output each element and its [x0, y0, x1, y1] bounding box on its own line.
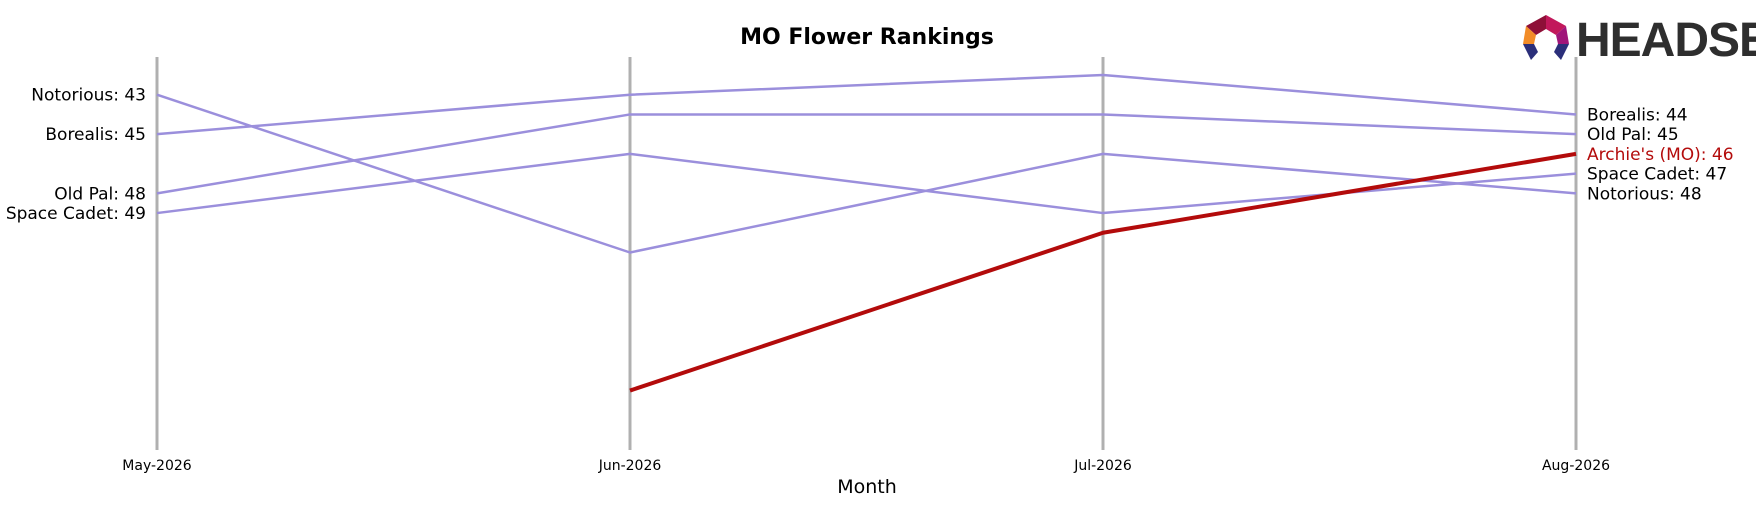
series-start-label: Borealis: 45 [45, 125, 146, 145]
x-tick-label: Jul-2026 [1073, 458, 1132, 474]
logo-text: HEADSET [1576, 14, 1756, 67]
x-tick-label: Jun-2026 [598, 458, 662, 474]
series-end-label: Space Cadet: 47 [1587, 165, 1727, 185]
chart-title: MO Flower Rankings [740, 25, 994, 50]
x-tick-label: Aug-2026 [1542, 458, 1610, 474]
series-line [156, 93, 1577, 254]
series-end-label: Borealis: 44 [1587, 105, 1688, 125]
series-start-label: Space Cadet: 49 [6, 204, 146, 224]
series-end-label: Archie's (MO): 46 [1587, 145, 1734, 165]
x-tick-labels: May-2026 Jun-2026 Jul-2026 Aug-2026 [122, 458, 1610, 474]
series-start-label: Old Pal: 48 [54, 184, 146, 204]
series-lines [156, 73, 1577, 393]
series-line [156, 113, 1577, 195]
series-line [629, 151, 1577, 393]
series-start-label: Notorious: 43 [31, 86, 146, 106]
x-axis-label: Month [837, 476, 897, 498]
headset-logo: HEADSET [1523, 14, 1756, 67]
series-end-label: Old Pal: 45 [1587, 125, 1679, 145]
series-line [156, 73, 1577, 136]
x-tick-label: May-2026 [122, 458, 191, 474]
series-end-label: Notorious: 48 [1587, 184, 1702, 204]
series-labels: Notorious: 43 Notorious: 48 Borealis: 45 Bo… [6, 86, 1734, 224]
headset-logo-icon [1523, 15, 1569, 60]
